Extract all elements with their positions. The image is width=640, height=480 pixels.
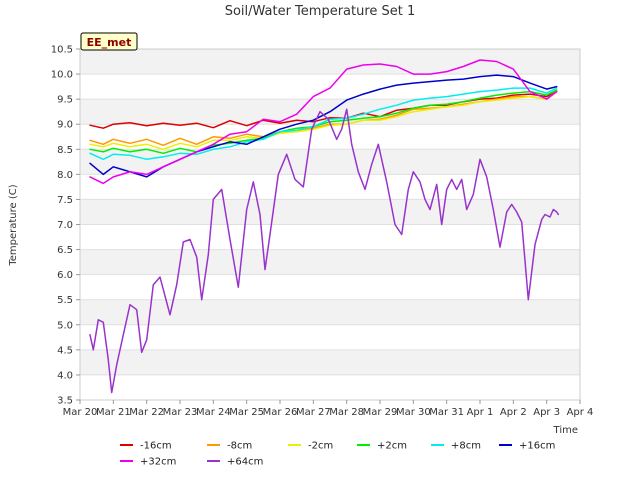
station-badge: EE_met <box>80 32 138 51</box>
legend-label: +64cm <box>227 457 263 468</box>
plot-band <box>80 249 580 275</box>
series-line-16cm <box>89 90 558 129</box>
y-tick-label: 4.0 <box>57 370 73 381</box>
x-tick-label: Mar 30 <box>396 407 431 418</box>
chart-title: Soil/Water Temperature Set 1 <box>225 4 416 19</box>
x-tick-label: Mar 29 <box>363 407 398 418</box>
series-line-2cm <box>89 90 558 151</box>
plot-band <box>80 374 580 400</box>
x-tick-label: Mar 24 <box>196 407 231 418</box>
legend-label: +32cm <box>140 457 176 468</box>
legend-item: +8cm <box>431 441 481 452</box>
legend-label: -2cm <box>308 441 333 452</box>
x-tick-label: Mar 20 <box>63 407 98 418</box>
y-tick-label: 9.0 <box>57 120 73 131</box>
y-axis: 3.5 4.0 4.5 5.0 5.5 6.0 6.5 7.0 7.5 8.0 8.5 9.0 9.5 1… <box>51 45 80 407</box>
y-tick-label: 5.5 <box>57 295 73 306</box>
legend-item: +16cm <box>499 441 555 452</box>
plot-band <box>80 199 580 225</box>
legend-label: +2cm <box>377 441 407 452</box>
series-line-8cm <box>89 87 558 161</box>
series-lines <box>89 59 560 394</box>
x-tick-label: Apr 1 <box>467 407 494 418</box>
plot-band <box>80 299 580 325</box>
y-tick-label: 8.0 <box>57 170 73 181</box>
x-tick-label: Mar 22 <box>129 407 164 418</box>
x-tick-label: Mar 28 <box>329 407 364 418</box>
y-tick-label: 10.0 <box>51 70 73 81</box>
x-tick-label: Mar 27 <box>296 407 331 418</box>
x-tick-label: Mar 23 <box>163 407 198 418</box>
y-axis-title: Temperature (C) <box>8 184 19 266</box>
x-tick-label: Apr 2 <box>500 407 527 418</box>
y-tick-label: 7.0 <box>57 220 73 231</box>
legend: -16cm -8cm -2cm +2cm +8cm +16cm +32cm +64cm <box>120 441 555 468</box>
y-tick-label: 9.5 <box>57 95 73 106</box>
y-tick-label: 5.0 <box>57 320 73 331</box>
x-tick-label: Apr 4 <box>567 407 594 418</box>
y-tick-label: 7.5 <box>57 195 73 206</box>
plot-band <box>80 49 580 75</box>
plot-band <box>80 224 580 250</box>
x-tick-label: Mar 21 <box>96 407 131 418</box>
x-tick-label: Mar 26 <box>263 407 298 418</box>
legend-label: +16cm <box>519 441 555 452</box>
plot-band <box>80 74 580 100</box>
legend-label: -8cm <box>227 441 252 452</box>
station-badge-label: EE_met <box>87 36 132 49</box>
y-tick-label: 6.5 <box>57 245 73 256</box>
plot-band <box>80 349 580 375</box>
series-line-64cm <box>89 108 560 394</box>
x-axis-title: Time <box>553 425 578 436</box>
legend-label: +8cm <box>451 441 481 452</box>
x-tick-label: Mar 25 <box>229 407 264 418</box>
y-tick-label: 10.5 <box>51 45 73 56</box>
legend-item: -2cm <box>288 441 333 452</box>
y-tick-label: 8.5 <box>57 145 73 156</box>
legend-item: -8cm <box>207 441 252 452</box>
x-tick-label: Apr 3 <box>533 407 560 418</box>
legend-label: -16cm <box>140 441 172 452</box>
x-tick-label: Mar 31 <box>429 407 464 418</box>
series-line-32cm <box>89 59 558 185</box>
legend-item: -16cm <box>120 441 172 452</box>
plot-band <box>80 324 580 350</box>
plot-band <box>80 124 580 150</box>
plot-band <box>80 174 580 200</box>
y-tick-label: 6.0 <box>57 270 73 281</box>
legend-item: +64cm <box>207 457 263 468</box>
plot-band <box>80 274 580 300</box>
legend-item: +32cm <box>120 457 176 468</box>
legend-item: +2cm <box>357 441 407 452</box>
series-line-2cm <box>89 89 558 155</box>
y-tick-label: 4.5 <box>57 345 73 356</box>
station-badge-box <box>80 32 138 51</box>
y-tick-label: 3.5 <box>57 396 73 407</box>
